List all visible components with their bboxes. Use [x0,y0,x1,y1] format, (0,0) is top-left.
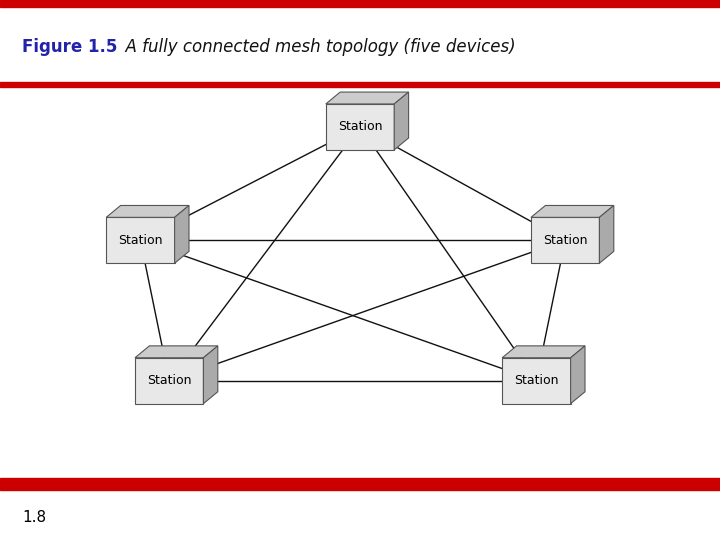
FancyBboxPatch shape [325,104,395,150]
Polygon shape [174,205,189,263]
Text: Station: Station [118,234,163,247]
Polygon shape [571,346,585,404]
Text: Station: Station [338,120,382,133]
Polygon shape [325,92,409,104]
Text: A fully connected mesh topology (five devices): A fully connected mesh topology (five de… [115,38,516,56]
Polygon shape [599,205,614,263]
Text: 1.8: 1.8 [22,510,46,525]
Text: Station: Station [543,234,588,247]
Text: Figure 1.5: Figure 1.5 [22,38,117,56]
Text: Station: Station [514,374,559,387]
Polygon shape [503,346,585,358]
Polygon shape [107,205,189,217]
FancyBboxPatch shape [107,217,175,263]
Text: Station: Station [147,374,192,387]
Polygon shape [203,346,217,404]
FancyBboxPatch shape [503,357,571,404]
Polygon shape [531,205,614,217]
Polygon shape [135,346,217,358]
FancyBboxPatch shape [135,357,203,404]
FancyBboxPatch shape [531,217,599,263]
Polygon shape [395,92,409,150]
